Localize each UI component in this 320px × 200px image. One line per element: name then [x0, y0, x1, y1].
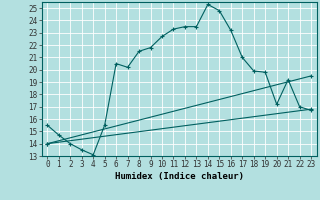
X-axis label: Humidex (Indice chaleur): Humidex (Indice chaleur)	[115, 172, 244, 181]
